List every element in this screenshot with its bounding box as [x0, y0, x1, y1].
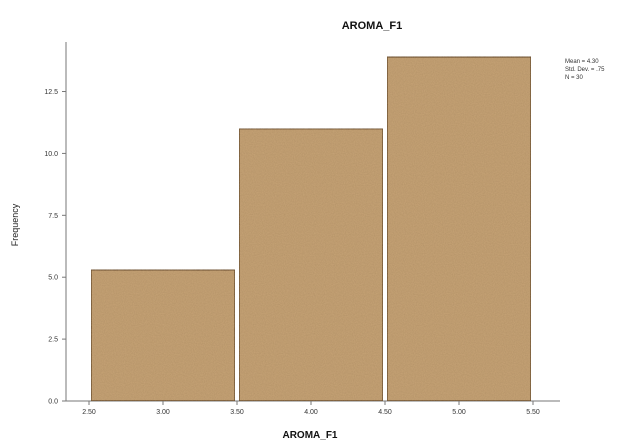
chart-title: AROMA_F1 — [342, 20, 403, 32]
stats-n: N = 30 — [565, 75, 584, 81]
y-tick-label: 0.0 — [48, 399, 58, 406]
x-tick-label: 4.00 — [304, 409, 318, 416]
stats-legend: Mean = 4.30 Std. Dev. = .75 N = 30 — [565, 59, 605, 81]
histogram-bar-1 — [90, 269, 236, 402]
y-tick-label: 12.5 — [44, 89, 58, 96]
histogram-bar-3 — [386, 56, 532, 402]
x-tick-label: 5.50 — [526, 409, 540, 416]
x-tick-label: 3.00 — [156, 409, 170, 416]
x-tick-label: 5.00 — [452, 409, 466, 416]
y-axis-label: Frequency — [10, 203, 20, 246]
y-tick-label: 5.0 — [48, 275, 58, 282]
histogram-bar-2 — [238, 127, 384, 402]
stats-mean: Mean = 4.30 — [565, 59, 599, 65]
x-tick-label: 4.50 — [378, 409, 392, 416]
y-tick-label: 10.0 — [44, 151, 58, 158]
y-tick-label: 7.5 — [48, 213, 58, 220]
x-ticks: 2.50 3.00 3.50 4.00 4.50 5.00 5.50 — [82, 401, 540, 416]
x-tick-label: 3.50 — [230, 409, 244, 416]
stats-std-dev: Std. Dev. = .75 — [565, 67, 605, 73]
y-ticks: 0.0 2.5 5.0 7.5 10.0 12.5 — [44, 89, 66, 406]
x-tick-label: 2.50 — [82, 409, 96, 416]
x-axis-label: AROMA_F1 — [282, 430, 337, 441]
y-tick-label: 2.5 — [48, 337, 58, 344]
bars — [90, 56, 532, 402]
